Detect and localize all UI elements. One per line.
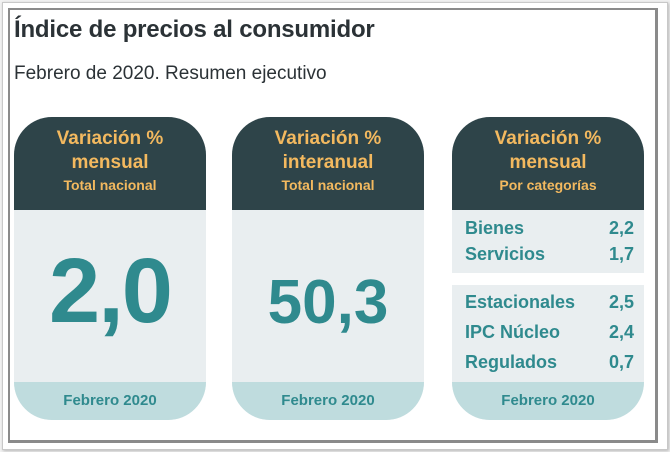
category-row-regulados: Regulados 0,7 [465,352,634,373]
card-header-line2: mensual [71,152,149,173]
category-value: 1,7 [608,244,634,264]
category-row-ipc-nucleo: IPC Núcleo 2,4 [465,322,634,343]
category-label: Servicios [465,244,546,264]
card-annual-total: Variación % interanual Total nacional 50… [232,117,424,420]
card-footer: Febrero 2020 [14,382,206,420]
card-header-line1: Variación % [274,128,382,149]
card-header-line3: Total nacional [63,177,157,193]
category-label: IPC Núcleo [465,322,561,342]
category-group-divider [452,273,644,285]
card-value: 50,3 [267,268,389,337]
card-header: Variación % mensual Por categorías [452,117,644,210]
card-footer: Febrero 2020 [232,382,424,420]
card-footer-label: Febrero 2020 [63,392,157,409]
category-row-estacionales: Estacionales 2,5 [465,292,634,313]
card-value: 2,0 [49,240,173,342]
category-label: Bienes [465,218,525,238]
card-header-line1: Variación % [494,128,602,149]
page-title: Índice de precios al consumidor [14,16,375,43]
card-footer-label: Febrero 2020 [281,392,375,409]
card-monthly-total: Variación % mensual Total nacional 2,0 F… [14,117,206,420]
card-header: Variación % mensual Total nacional [14,117,206,210]
card-footer: Febrero 2020 [452,382,644,420]
category-value: 2,2 [608,218,634,238]
category-value: 2,5 [608,292,634,312]
card-header: Variación % interanual Total nacional [232,117,424,210]
category-value: 0,7 [608,352,634,372]
page-subtitle: Febrero de 2020. Resumen ejecutivo [14,63,327,84]
category-value: 2,4 [608,322,634,342]
category-row-bienes: Bienes 2,2 [465,218,634,239]
category-label: Regulados [465,352,558,372]
card-monthly-categories: Variación % mensual Por categorías Biene… [452,117,644,420]
category-label: Estacionales [465,292,576,312]
card-header-line3: Total nacional [281,177,375,193]
card-header-line2: mensual [509,152,587,173]
card-header-line3: Por categorías [499,177,597,193]
card-header-line2: interanual [282,152,374,173]
category-row-servicios: Servicios 1,7 [465,244,634,265]
card-footer-label: Febrero 2020 [501,392,595,409]
card-header-line1: Variación % [56,128,164,149]
